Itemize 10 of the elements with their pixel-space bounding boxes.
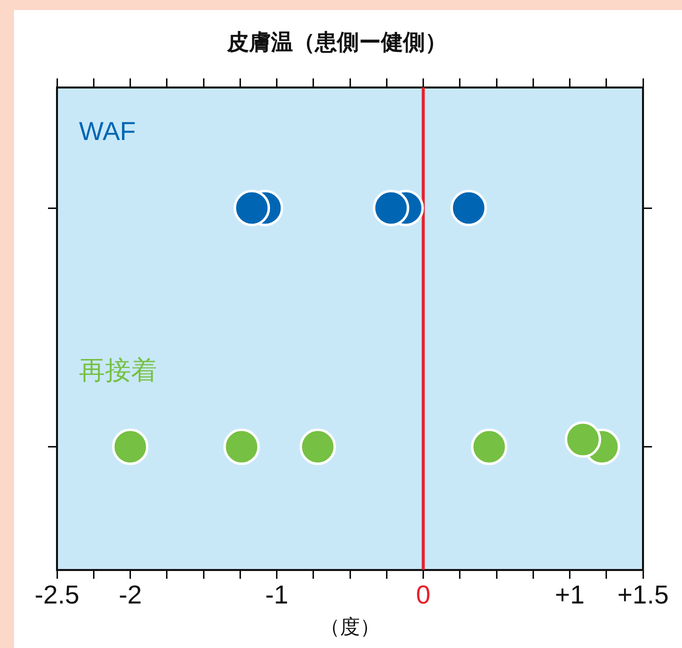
x-axis-title: （度） xyxy=(320,616,380,639)
x-tick-label: 0 xyxy=(416,580,430,610)
x-tick-label: -2 xyxy=(118,580,142,610)
x-tick-label: +1.5 xyxy=(617,580,669,610)
chart-title: 皮膚温（患側ー健側） xyxy=(226,29,447,54)
text: WAF xyxy=(79,116,136,146)
x-tick-label: -2.5 xyxy=(34,580,80,610)
x-tick-label: +1 xyxy=(554,580,585,610)
series-label: 再接着 xyxy=(79,354,157,385)
x-tick-label: -1 xyxy=(265,580,288,610)
